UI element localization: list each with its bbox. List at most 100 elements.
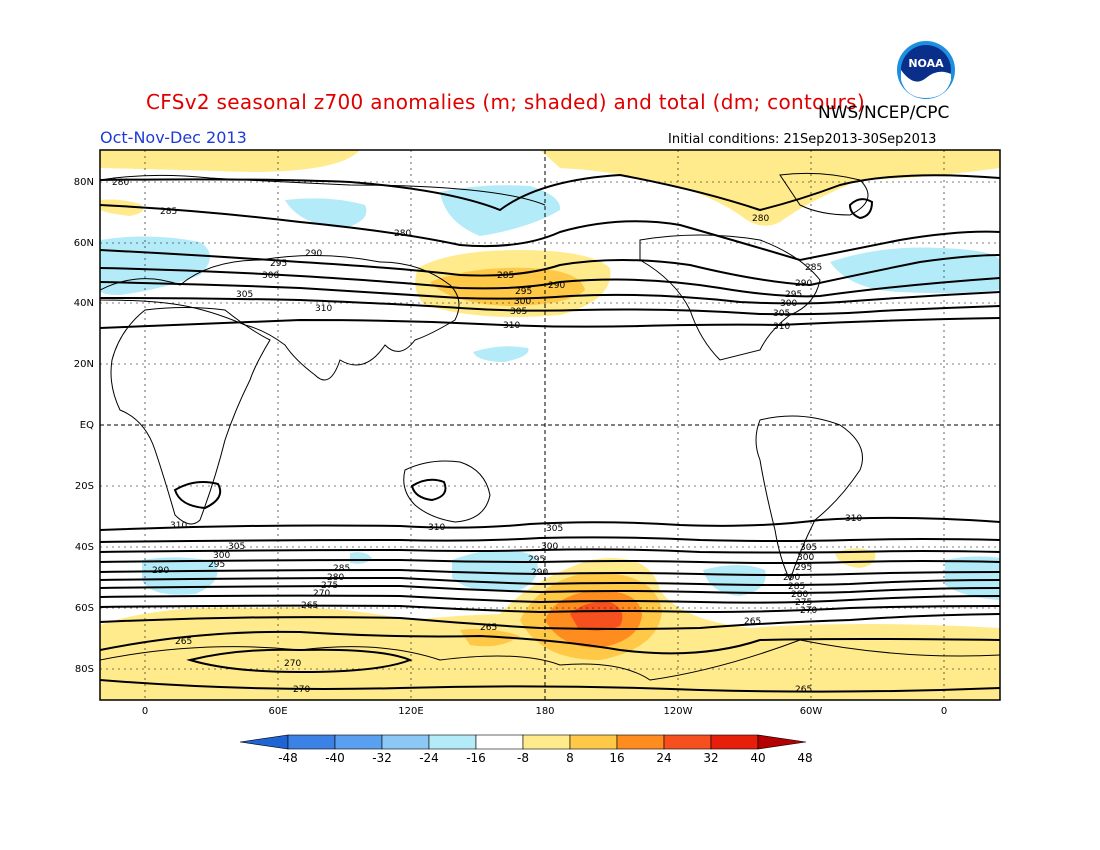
contour-closed-australia [410,478,447,502]
contour-265-s [100,613,1000,630]
initial-conditions: Initial conditions: 21Sep2013-30Sep2013 [668,132,937,147]
lat-label: EQ [80,420,94,431]
colorbar-tick-label: -16 [466,751,486,765]
noaa-logo: NOAA [897,41,955,99]
contour-label: 285 [805,263,822,273]
contour-label: 270 [313,589,330,599]
contour-310 [100,317,1000,329]
colorbar-swatch [381,734,430,750]
contour-label: 265 [480,623,497,633]
contour-290 [100,249,1000,287]
lon-label: 180 [535,706,554,717]
contour-label: 280 [752,214,769,224]
colorbar-tick-label: 16 [609,751,624,765]
height-contours [100,173,1000,693]
contour-label: 290 [795,279,812,289]
contour-label: 310 [845,514,862,524]
lon-label: 120E [398,706,423,717]
colorbar-swatch [710,734,759,750]
contour-label: 310 [170,521,187,531]
contour-label: 290 [305,249,322,259]
colorbar-arrow-left [239,734,289,750]
colorbar-swatch [334,734,383,750]
lat-label: 80N [74,177,94,188]
contour-label: 275 [795,598,812,608]
contour-closed-greenland [848,198,874,220]
contour-labels-sh-center: 310 305 300 295 290 265 [428,523,563,633]
colorbar-swatch [522,734,571,750]
contour-label: 275 [321,581,338,591]
agency-label: NWS/NCEP/CPC [818,103,950,123]
contour-label: 305 [510,307,527,317]
contour-label: 305 [228,542,245,552]
contour-label: 265 [301,601,318,611]
contour-label: 295 [785,290,802,300]
contour-310-s [100,516,1000,531]
contour-285-s [100,576,1000,586]
contour-label: 290 [531,568,548,578]
contour-closed-africa [173,481,222,510]
contour-label: 300 [797,553,814,563]
map-title: CFSv2 seasonal z700 anomalies (m; shaded… [146,90,865,114]
contour-label: 305 [800,543,817,553]
map-frame [99,149,1001,701]
contour-285 [100,204,1000,262]
contour-label: 280 [394,229,411,239]
greenland-outline [779,172,869,216]
contour-300 [100,281,1000,305]
map-area [100,150,1000,700]
contour-305-s [100,536,1000,543]
colorbar-swatch [616,734,665,750]
contour-label: 310 [315,304,332,314]
lon-label: 120W [664,706,693,717]
lat-label: 80S [75,664,94,675]
contour-280 [100,173,1000,212]
contour-275-s [100,594,1000,604]
colorbar-swatch [287,734,336,750]
contour-labels-nh-left: 280 285 290 295 300 305 310 [112,178,332,314]
contour-label: 300 [780,299,797,309]
contour-265-s2 [100,630,1000,655]
contour-280-s [100,584,1000,594]
contour-label: 295 [528,555,545,565]
contour-label: 305 [546,524,563,534]
colorbar-tick-label: -32 [372,751,392,765]
contour-label: 290 [548,281,565,291]
lat-label: 20N [74,359,94,370]
colorbar-tick-label: -8 [517,751,529,765]
contour-label: 295 [208,560,225,570]
south-america-outline [755,415,863,582]
contour-label: 300 [262,271,279,281]
contour-labels-nh-center: 280 285 290 295 300 305 310 [394,229,565,331]
colorbar-tick-label: -24 [419,751,439,765]
antarctica-outline [100,639,1000,681]
contour-label: 300 [213,551,230,561]
australia-outline [403,460,491,523]
lon-label: 0 [941,706,947,717]
contour-label: 300 [514,297,531,307]
africa-outline [110,307,271,525]
colorbar-tick-label: 48 [797,751,812,765]
colorbar-tick-label: -48 [278,751,298,765]
contour-270-s3 [100,679,1000,693]
contour-labels-nh-right: 280 285 290 295 300 305 310 [752,214,822,332]
contour-label: 270 [293,685,310,695]
lon-label: 60E [268,706,287,717]
colorbar-tick-label: 40 [750,751,765,765]
contour-label: 295 [270,259,287,269]
noaa-logo-text: NOAA [908,57,944,70]
contour-label-group: 280 285 290 295 300 305 310 280 285 290 … [112,178,862,695]
lat-label: 20S [75,481,94,492]
colorbar-swatch [475,734,524,750]
colorbar-swatch [428,734,477,750]
longitude-labels: 0 60E 120E 180 120W 60W 0 [142,706,947,717]
contour-label: 295 [795,563,812,573]
latitude-labels: 80N 60N 40N 20N EQ 20S 40S 60S 80S [74,177,94,675]
contour-label: 285 [788,582,805,592]
contour-label: 295 [515,287,532,297]
contour-label: 280 [327,573,344,583]
arctic-coast-outline [100,174,546,206]
contour-295-s [100,558,1000,564]
lat-label: 60N [74,238,94,249]
lon-label: 60W [800,706,823,717]
